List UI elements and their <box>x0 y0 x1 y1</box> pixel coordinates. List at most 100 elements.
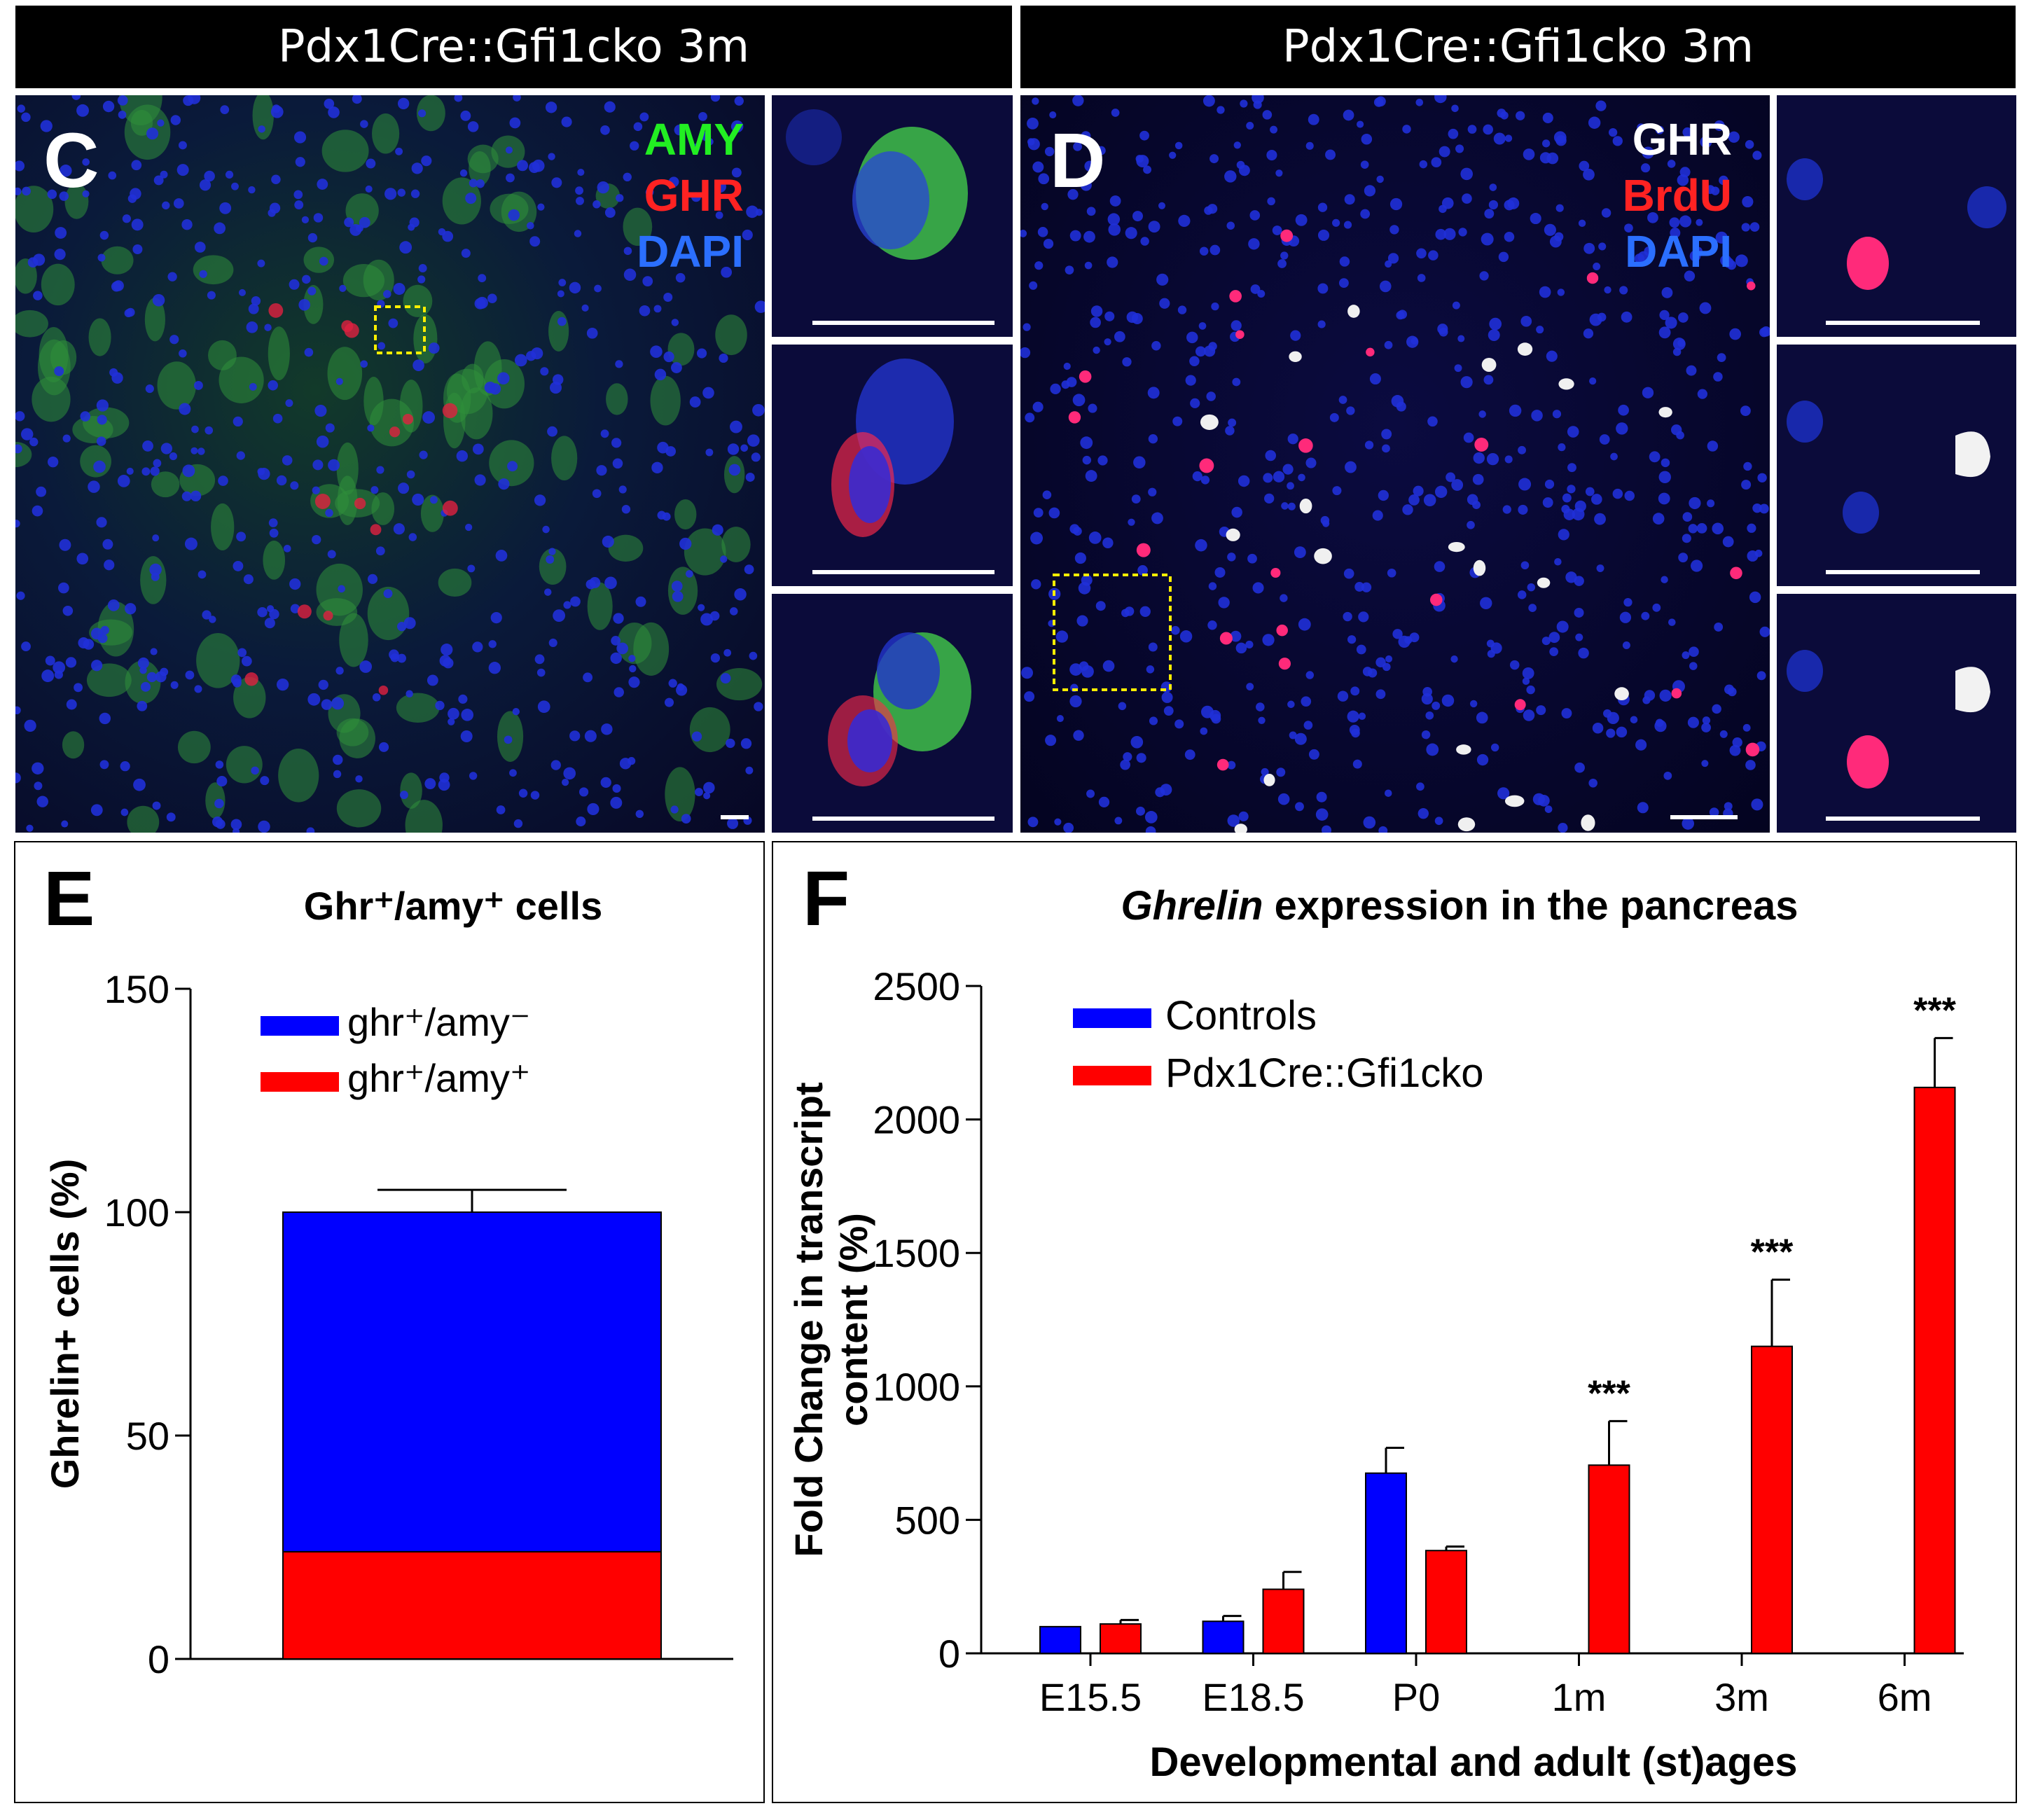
nucleus <box>1434 485 1448 499</box>
nucleus <box>1624 223 1633 232</box>
nucleus <box>1198 322 1207 330</box>
nucleus <box>623 268 637 282</box>
nucleus <box>132 244 143 255</box>
nucleus <box>190 447 198 454</box>
nucleus <box>34 782 43 791</box>
ghr-cell <box>1289 351 1302 362</box>
nucleus <box>1360 160 1369 169</box>
panel-c-inset-merge <box>772 594 1013 833</box>
nucleus <box>140 681 151 692</box>
nucleus <box>1742 723 1751 732</box>
brdu-cell <box>1429 593 1443 606</box>
x-tick-label: E18.5 <box>1202 1675 1304 1719</box>
nucleus <box>1044 146 1055 157</box>
nucleus <box>513 95 521 102</box>
legend-swatch <box>261 1072 339 1092</box>
nucleus <box>1751 798 1763 811</box>
nucleus <box>1232 377 1241 387</box>
nucleus <box>472 443 484 455</box>
nucleus <box>594 284 602 293</box>
nucleus <box>1742 196 1754 208</box>
nucleus <box>1689 646 1699 658</box>
nucleus <box>1435 228 1447 240</box>
nucleus <box>1086 207 1096 216</box>
nucleus <box>1287 433 1298 445</box>
nucleus <box>1642 696 1651 704</box>
nucleus <box>488 640 497 648</box>
nucleus <box>1267 197 1275 206</box>
nucleus <box>139 666 147 674</box>
nucleus <box>152 801 161 810</box>
nucleus <box>1724 684 1735 695</box>
nucleus <box>1375 657 1386 668</box>
nucleus <box>621 505 631 514</box>
nucleus <box>561 116 572 127</box>
nucleus <box>1027 117 1039 130</box>
nucleus <box>1574 762 1585 773</box>
nucleus <box>1610 452 1618 461</box>
nucleus <box>1095 601 1106 611</box>
nucleus <box>333 770 342 779</box>
nucleus <box>1745 140 1754 149</box>
nucleus <box>204 170 215 182</box>
nucleus <box>714 181 726 193</box>
nucleus <box>1145 826 1156 833</box>
nucleus <box>1184 749 1195 760</box>
nucleus <box>1597 312 1607 322</box>
nucleus <box>194 685 202 693</box>
bar-Pdx1Cre::Gfi1cko-E15.5 <box>1100 1623 1142 1654</box>
nucleus <box>1699 302 1712 314</box>
nucleus <box>1687 716 1699 728</box>
nucleus <box>689 396 701 408</box>
nucleus <box>1493 132 1506 145</box>
nucleus <box>553 609 566 623</box>
nucleus <box>197 570 207 579</box>
amy-cell <box>420 494 444 532</box>
nucleus <box>1446 472 1456 482</box>
legend-label: ghr⁺/amy⁺ <box>347 1056 530 1100</box>
nucleus <box>1343 568 1354 579</box>
nucleus <box>1642 146 1654 159</box>
nucleus <box>727 817 739 829</box>
nucleus <box>1343 221 1352 229</box>
ghr-cell <box>354 497 366 510</box>
nucleus <box>1588 778 1597 788</box>
nucleus <box>611 636 621 646</box>
nucleus <box>1717 353 1726 363</box>
amy-cell <box>633 622 670 676</box>
amy-cell <box>15 186 54 232</box>
nucleus <box>671 362 682 373</box>
amy-cell <box>548 310 569 352</box>
nucleus <box>668 679 677 688</box>
amy-cell <box>438 568 472 597</box>
nucleus <box>604 576 617 590</box>
nucleus <box>1527 583 1536 592</box>
nucleus <box>170 681 179 689</box>
nucleus <box>1156 273 1169 286</box>
nucleus <box>258 468 270 480</box>
nucleus <box>1583 328 1594 339</box>
nucleus <box>1469 700 1478 708</box>
ghr-cell <box>1481 357 1497 372</box>
nucleus <box>1321 825 1332 833</box>
x-tick-label: E15.5 <box>1039 1675 1142 1719</box>
nucleus <box>383 290 391 298</box>
nucleus <box>745 473 755 482</box>
chart-title-italic: Ghrelin <box>1121 883 1263 929</box>
amy-cell <box>403 284 433 317</box>
chart-title: Ghrelin expression in the pancreas <box>1121 883 1798 929</box>
nucleus <box>1031 579 1041 590</box>
amy-cell <box>88 318 111 356</box>
nucleus <box>1238 475 1250 487</box>
nucleus <box>1684 270 1696 282</box>
nucleus <box>220 105 230 114</box>
nucleus <box>729 420 742 433</box>
amy-cell <box>125 660 161 704</box>
nucleus <box>1329 412 1339 422</box>
nucleus <box>465 523 473 532</box>
panel-d-label: D <box>1050 118 1106 204</box>
bar-Pdx1Cre::Gfi1cko-E18.5 <box>1262 1588 1305 1654</box>
nucleus <box>1417 274 1426 282</box>
nucleus <box>66 699 77 710</box>
nucleus <box>1295 802 1304 812</box>
